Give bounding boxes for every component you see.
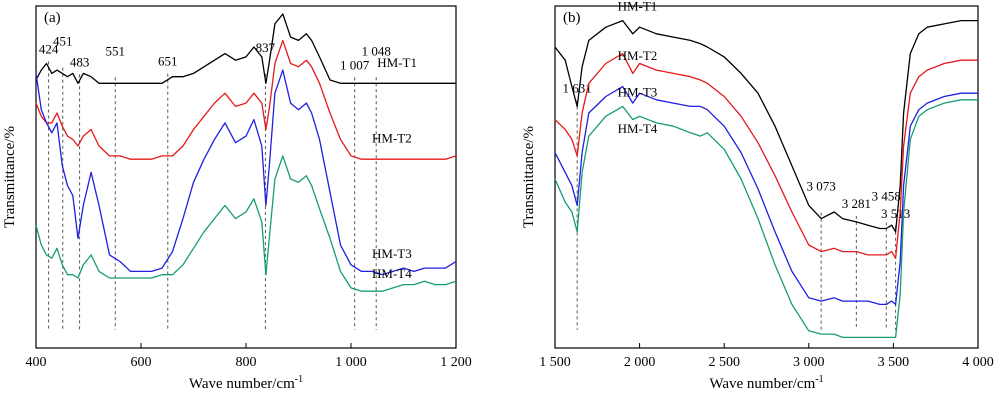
x-tick-label: 1 500 xyxy=(539,355,571,370)
y-axis-label: Transmittance/% xyxy=(2,126,18,228)
x-tick-label: 2 000 xyxy=(624,355,656,370)
series-label: HM-T4 xyxy=(372,266,412,281)
x-axis-label: Wave number/cm-1 xyxy=(189,374,303,392)
y-axis-label: Transmittance/% xyxy=(521,126,537,228)
peak-label: 3 458 xyxy=(872,189,901,204)
peak-label: 3 073 xyxy=(807,179,836,194)
x-tick-label: 1 200 xyxy=(440,355,472,370)
x-tick-label: 600 xyxy=(131,355,152,370)
series-label: HM-T1 xyxy=(618,0,658,14)
panel-label: (a) xyxy=(44,10,61,26)
series-line-hm-t4 xyxy=(554,99,978,339)
panel-label: (b) xyxy=(563,10,581,26)
series-line-hm-t1 xyxy=(35,13,456,84)
peak-label: 483 xyxy=(70,54,90,69)
peak-label: 1 007 xyxy=(340,57,370,72)
x-tick-label: 4 000 xyxy=(962,355,994,370)
x-tick-label: 400 xyxy=(26,355,47,370)
x-tick-label: 3 500 xyxy=(878,355,910,370)
series-line-hm-t3 xyxy=(35,69,457,276)
peak-label: 1 631 xyxy=(563,80,592,95)
series-line-hm-t2 xyxy=(35,39,457,160)
x-tick-label: 3 000 xyxy=(793,355,825,370)
series-line-hm-t4 xyxy=(35,155,457,292)
x-tick-label: 800 xyxy=(236,355,257,370)
series-line-hm-t1 xyxy=(554,19,978,233)
peak-label: 651 xyxy=(158,54,178,69)
x-tick-label: 1 000 xyxy=(335,355,367,370)
peak-label: 1 048 xyxy=(362,43,391,58)
series-label: HM-T2 xyxy=(618,48,658,63)
peak-label: 451 xyxy=(53,34,73,49)
x-axis-label: Wave number/cm-1 xyxy=(709,374,823,392)
series-line-hm-t2 xyxy=(554,52,978,259)
peak-label: 551 xyxy=(106,43,126,58)
series-line-hm-t3 xyxy=(554,85,978,306)
peak-label: 3 513 xyxy=(881,206,910,221)
series-label: HM-T3 xyxy=(372,246,412,261)
peak-label: 3 281 xyxy=(842,196,871,211)
series-label: HM-T4 xyxy=(618,121,658,136)
series-label: HM-T2 xyxy=(372,131,412,146)
series-label: HM-T3 xyxy=(618,85,658,100)
peak-label: 424 xyxy=(39,41,59,56)
plot-frame-1 xyxy=(554,5,979,349)
series-label: HM-T1 xyxy=(377,55,417,70)
x-tick-label: 2 500 xyxy=(708,355,740,370)
